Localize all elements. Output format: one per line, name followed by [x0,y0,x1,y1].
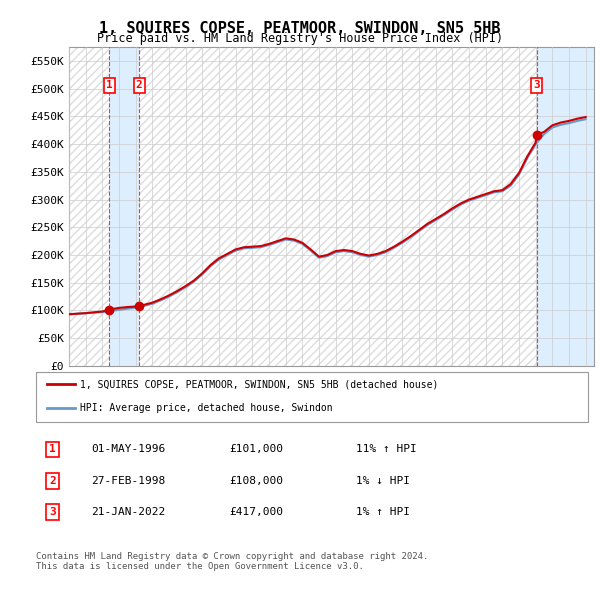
Text: £108,000: £108,000 [229,476,283,486]
Bar [109,47,139,366]
Text: 01-MAY-1996: 01-MAY-1996 [91,444,166,454]
Text: 11% ↑ HPI: 11% ↑ HPI [356,444,417,454]
Text: 1% ↑ HPI: 1% ↑ HPI [356,507,410,517]
Text: £417,000: £417,000 [229,507,283,517]
Bar [69,47,109,366]
Text: 2: 2 [136,80,143,90]
Text: 1% ↓ HPI: 1% ↓ HPI [356,476,410,486]
Text: HPI: Average price, detached house, Swindon: HPI: Average price, detached house, Swin… [80,403,333,413]
Text: £101,000: £101,000 [229,444,283,454]
Bar [536,47,594,366]
Text: 1: 1 [49,444,56,454]
Bar [139,47,536,366]
Text: 3: 3 [49,507,56,517]
Text: 1, SQUIRES COPSE, PEATMOOR, SWINDON, SN5 5HB: 1, SQUIRES COPSE, PEATMOOR, SWINDON, SN5… [99,21,501,35]
Text: Contains HM Land Registry data © Crown copyright and database right 2024.
This d: Contains HM Land Registry data © Crown c… [36,552,428,571]
Text: 1, SQUIRES COPSE, PEATMOOR, SWINDON, SN5 5HB (detached house): 1, SQUIRES COPSE, PEATMOOR, SWINDON, SN5… [80,379,439,389]
Text: Price paid vs. HM Land Registry's House Price Index (HPI): Price paid vs. HM Land Registry's House … [97,32,503,45]
Text: 27-FEB-1998: 27-FEB-1998 [91,476,166,486]
Text: 1: 1 [106,80,113,90]
Text: 2: 2 [49,476,56,486]
Text: 21-JAN-2022: 21-JAN-2022 [91,507,166,517]
Text: 3: 3 [533,80,540,90]
